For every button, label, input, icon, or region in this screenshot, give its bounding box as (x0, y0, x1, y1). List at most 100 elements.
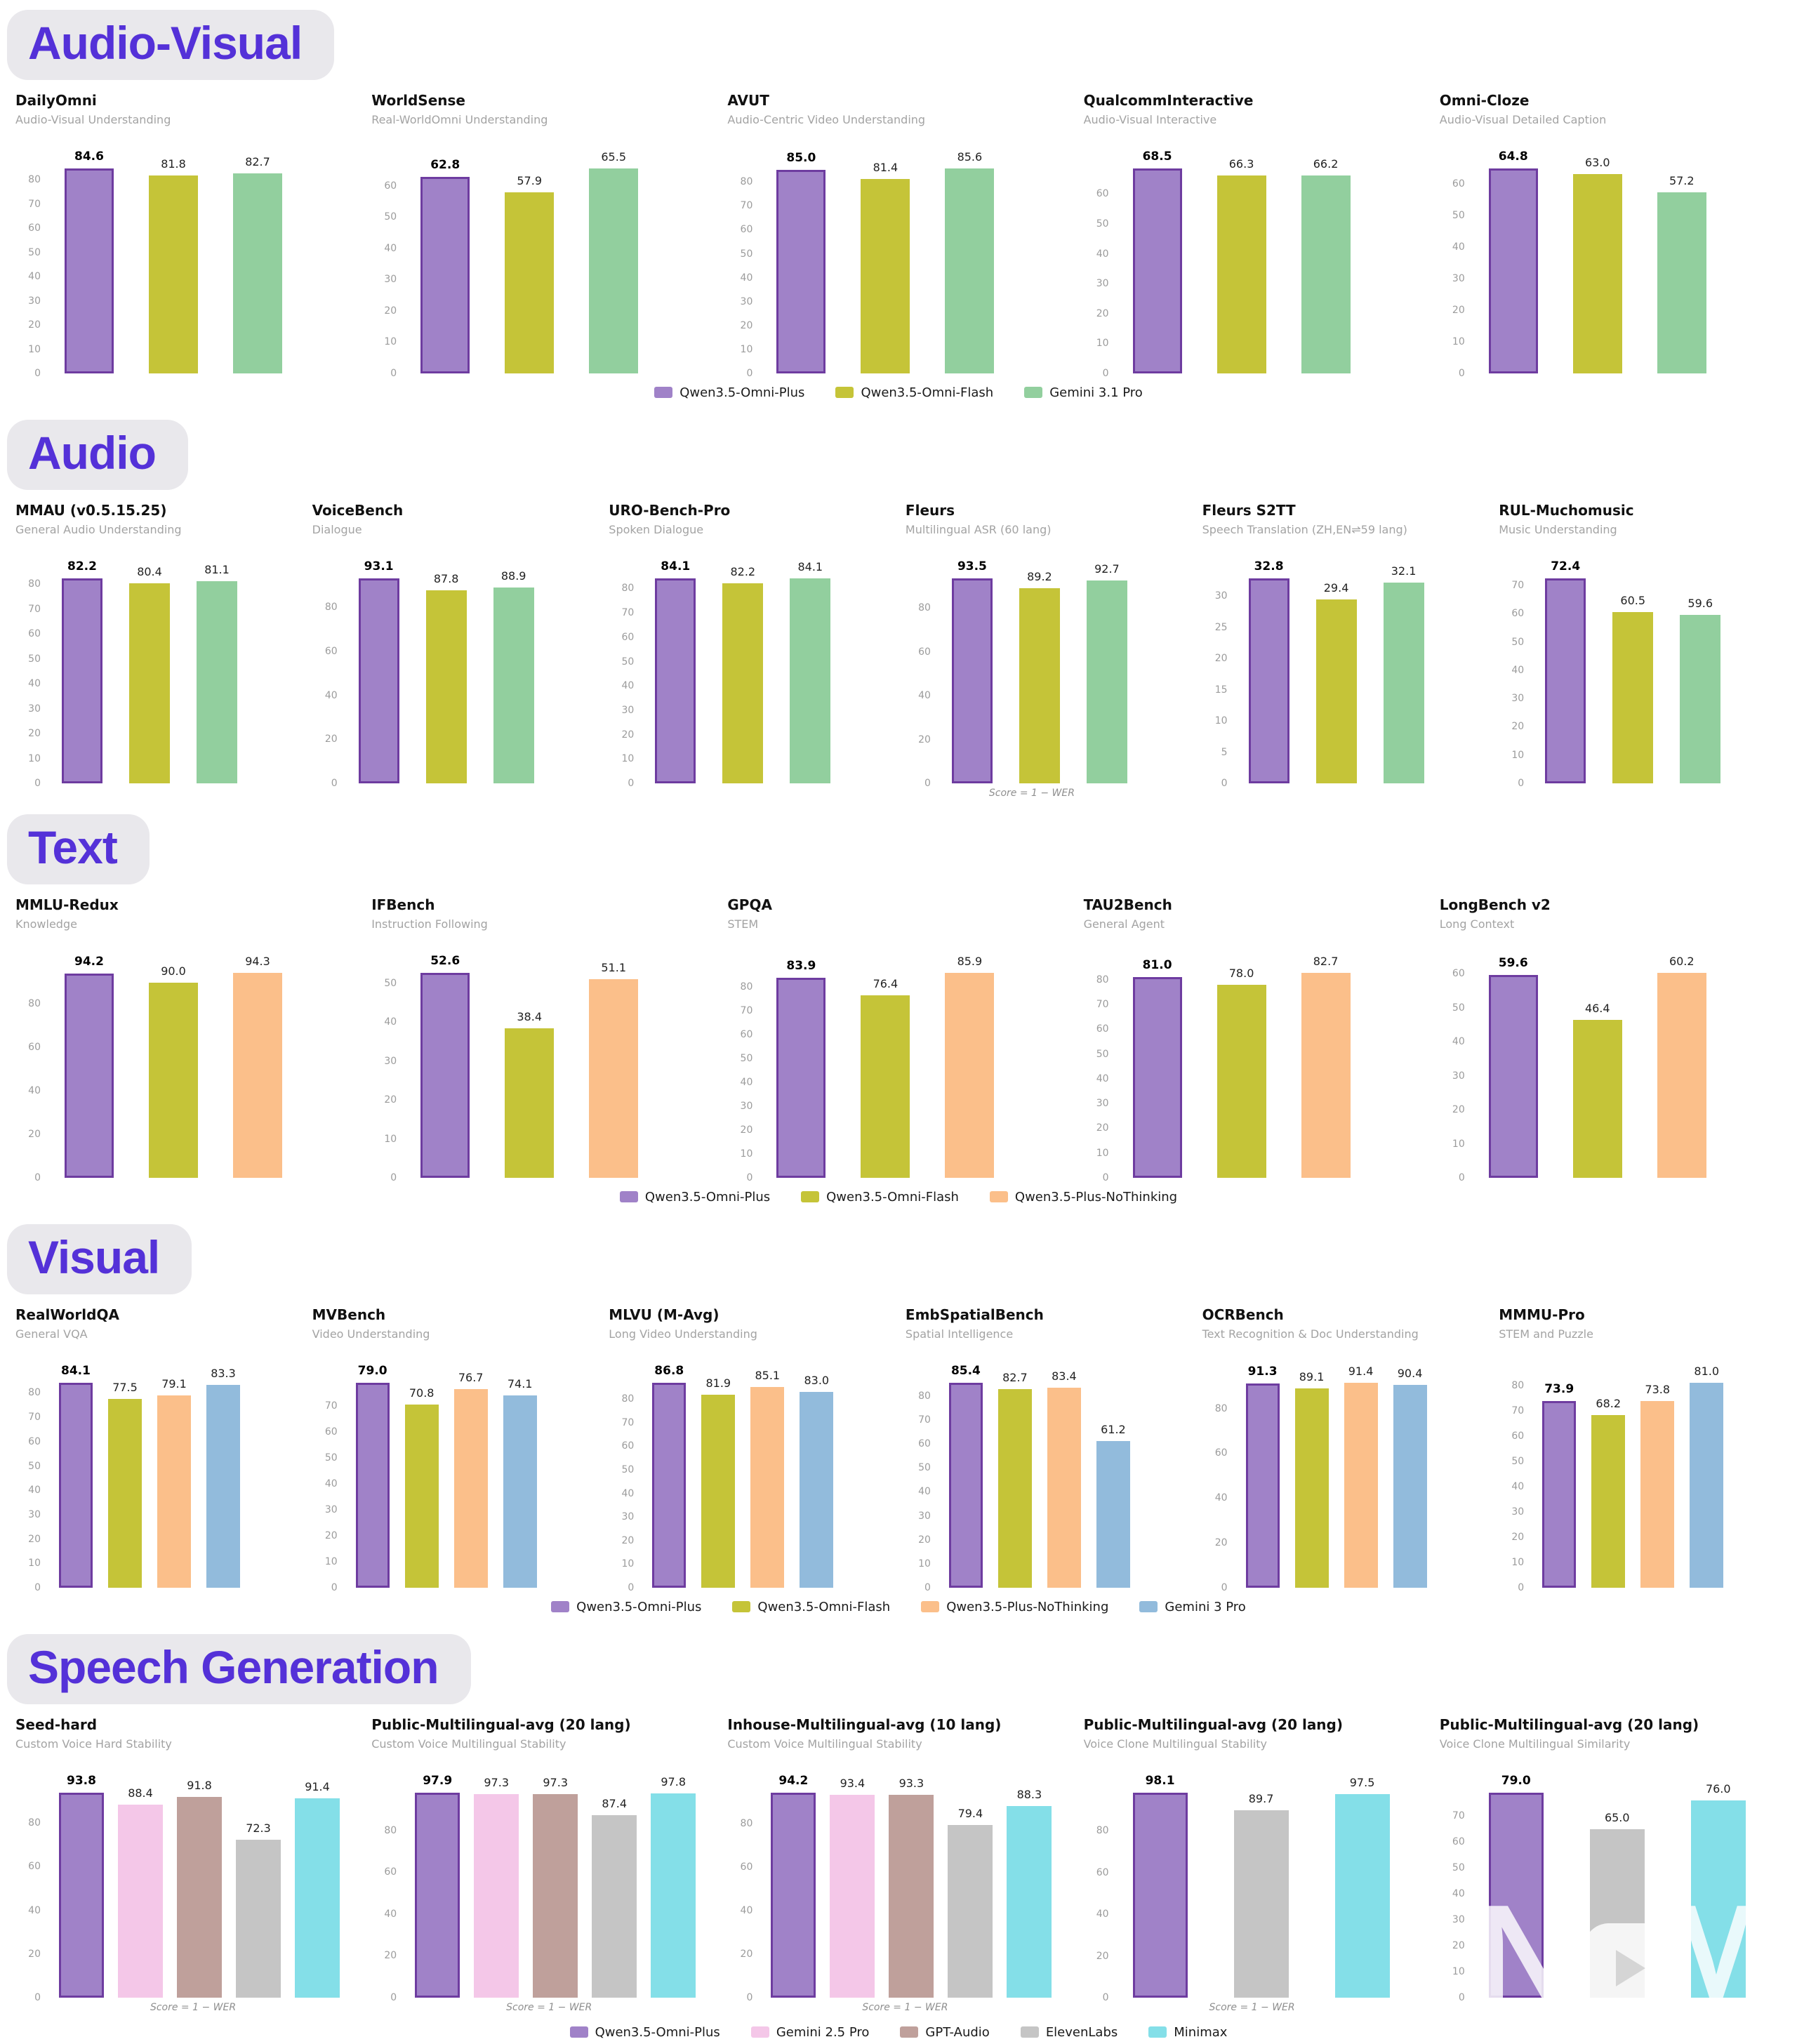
plot-area: 0 10 20 30 40 50 60 70 79.0 65.0 76.0 (1440, 1762, 1782, 2003)
bars-group: 68.5 66.3 66.2 (1115, 150, 1426, 373)
y-axis-tick-label: 50 (384, 211, 397, 223)
bars-group: 72.4 60.5 59.6 (1530, 559, 1782, 783)
y-axis: 0 10 20 30 40 50 60 70 80 (727, 966, 758, 1183)
y-axis-tick-label: 80 (28, 1387, 41, 1399)
bar-value-label: 81.9 (705, 1376, 731, 1390)
y-axis-tick-label: 70 (1096, 999, 1109, 1011)
chart-subtitle: General VQA (15, 1327, 88, 1341)
bar-value-label: 52.6 (430, 954, 460, 969)
bar-value-label: 79.0 (357, 1364, 387, 1379)
bar-value-label: 90.0 (161, 964, 186, 978)
legend-label: Qwen3.5-Omni-Flash (826, 1189, 959, 1204)
plot-area: 0 5 10 15 20 25 30 32.8 29.4 32.1 (1202, 548, 1485, 789)
legend-item-qwen3-5-plus-nothinking: Qwen3.5-Plus-NoThinking (989, 1190, 1177, 1204)
y-axis: 0 20 40 60 80 (906, 571, 936, 789)
bar-value-label: 93.5 (957, 559, 987, 574)
charts-row: MMAU (v0.5.15.25) General Audio Understan… (0, 490, 1797, 799)
legend-label: ElevenLabs (1045, 2024, 1118, 2040)
plot-area: 0 20 40 60 80 93.1 87.8 88.9 (312, 548, 595, 789)
y-axis-tick-label: 60 (621, 631, 635, 643)
section-audio: Audio MMAU (v0.5.15.25) General Audio Unde… (0, 420, 1797, 799)
bar (1640, 1401, 1675, 1588)
chart-fleurs-s2tt: Fleurs S2TT Speech Translation (ZH,EN⇌59 … (1195, 501, 1492, 799)
y-axis-tick-label: 20 (1452, 304, 1465, 316)
section-title: Audio-Visual (7, 10, 335, 80)
y-axis-tick-label: 20 (28, 728, 41, 740)
y-axis-tick-label: 60 (1511, 1430, 1525, 1442)
chart-gpqa: GPQA STEM 0 10 20 30 40 50 60 70 80 83.9 76.4 85.9 (720, 896, 1076, 1183)
plot-area: 0 10 20 30 40 50 60 70 79.0 70.8 76.7 74.1 (312, 1352, 595, 1593)
bar (1019, 588, 1060, 783)
bar-value-label: 93.1 (364, 559, 394, 574)
chart-subtitle: Voice Clone Multilingual Stability (1083, 1737, 1267, 1751)
bar-value-label: 88.9 (500, 569, 526, 583)
bar-value-label: 79.4 (957, 1807, 983, 1821)
bar-value-label: 80.4 (137, 564, 162, 578)
y-axis-tick-label: 40 (1096, 248, 1109, 260)
y-axis-tick-label: 80 (621, 583, 635, 595)
chart-subtitle: General Agent (1083, 917, 1165, 931)
bar-group-qwen3-5-omni-flash: 82.2 (722, 565, 764, 783)
y-axis-tick-label: 0 (34, 1172, 41, 1183)
legend: Qwen3.5-Omni-Plus Qwen3.5-Omni-Flash Gemin… (0, 380, 1797, 404)
bar (404, 1404, 439, 1588)
charts-row: DailyOmni Audio-Visual Understanding 0 10 20… (0, 80, 1797, 379)
chart-omni-cloze: Omni-Cloze Audio-Visual Detailed Caption 0… (1433, 91, 1789, 379)
bar-group-qwen3-5-omni-plus: 68.5 (1132, 150, 1182, 373)
bar (1086, 580, 1127, 783)
y-axis-tick-label: 40 (621, 680, 635, 692)
bar (474, 1794, 519, 1998)
bar-group-qwen3-5-omni-plus: 86.8 (652, 1364, 687, 1588)
chart-avut: AVUT Audio-Centric Video Understanding 0 10… (720, 91, 1076, 379)
y-axis-tick-label: 80 (384, 1824, 397, 1836)
section-header-row: Speech Generation (0, 1634, 1797, 1704)
y-axis-tick-label: 30 (740, 296, 753, 307)
legend-item-qwen3-5-omni-plus: Qwen3.5-Omni-Plus (551, 1600, 701, 1614)
chart-subtitle: Voice Clone Multilingual Similarity (1439, 1737, 1631, 1751)
y-axis-tick-label: 70 (28, 1412, 41, 1424)
chart-subtitle: Custom Voice Multilingual Stability (727, 1737, 922, 1751)
bar-value-label: 76.0 (1705, 1782, 1731, 1796)
bar (1233, 1810, 1289, 1998)
bar-group-qwen3-5-omni-flash: 57.9 (505, 161, 555, 373)
bar-value-label: 83.9 (786, 959, 816, 974)
y-axis: 0 10 20 30 40 50 60 (1440, 161, 1471, 379)
chart-title: EmbSpatialBench (905, 1306, 1044, 1323)
bar-group-gemini-3-1-pro: 84.1 (790, 560, 831, 783)
y-axis-tick-label: 0 (1102, 368, 1109, 379)
bar-value-label: 76.7 (458, 1370, 484, 1384)
bar-group-qwen3-5-omni-flash: 63.0 (1572, 156, 1622, 373)
section-speech-generation: Speech Generation Seed-hard Custom Voice H… (0, 1634, 1797, 2044)
y-axis-tick-label: 60 (28, 1435, 41, 1447)
chart-subtitle: Knowledge (15, 917, 77, 931)
bar (861, 995, 910, 1178)
y-axis-tick-label: 0 (390, 1172, 397, 1183)
bar-group-qwen3-5-omni-plus: 94.2 (771, 1774, 816, 1998)
legend-label: GPT-Audio (925, 2024, 990, 2040)
y-axis-tick-label: 0 (34, 1582, 41, 1593)
y-axis-tick-label: 70 (740, 200, 753, 212)
bar-group-qwen3-5-omni-flash: 80.4 (129, 565, 170, 783)
bar-value-label: 68.2 (1596, 1397, 1622, 1411)
bar-group-gemini-3-1-pro: 82.7 (233, 155, 282, 373)
chart-subtitle: Long Video Understanding (609, 1327, 757, 1341)
y-axis-tick-label: 10 (1452, 1138, 1465, 1150)
y-axis-tick-label: 10 (621, 1558, 635, 1570)
bar (420, 177, 470, 373)
bar-group-minimax: 97.8 (651, 1775, 696, 1998)
chart-subtitle: Video Understanding (312, 1327, 430, 1341)
legend-color-swatch (551, 1601, 570, 1612)
y-axis-tick-label: 50 (1452, 1862, 1465, 1874)
bar (149, 175, 198, 373)
y-axis-tick-label: 70 (324, 1400, 338, 1412)
y-axis-tick-label: 20 (324, 734, 338, 745)
bar-value-label: 88.4 (128, 1786, 153, 1800)
bar-value-label: 82.2 (730, 564, 756, 578)
legend-item-qwen3-5-omni-flash: Qwen3.5-Omni-Flash (835, 385, 993, 400)
bar-value-label: 57.9 (517, 174, 542, 188)
bar-value-label: 66.2 (1313, 157, 1339, 171)
y-axis-tick-label: 50 (324, 1452, 338, 1464)
bar-value-label: 91.8 (187, 1779, 212, 1793)
legend-label: Qwen3.5-Omni-Plus (576, 1599, 702, 1614)
bar-value-label: 78.0 (1228, 966, 1254, 980)
